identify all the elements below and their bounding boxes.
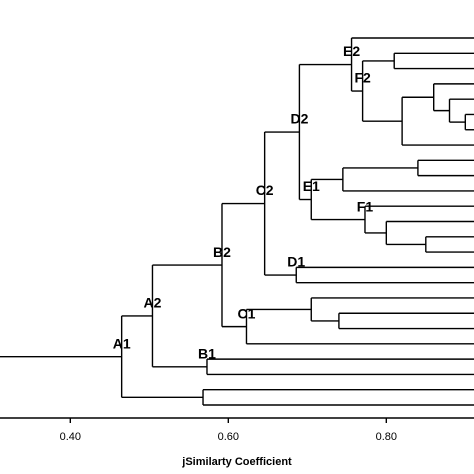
x-tick-label: 0.80 xyxy=(376,431,397,443)
node-label: C1 xyxy=(238,305,256,321)
node-label: D2 xyxy=(290,111,308,127)
node-label: A1 xyxy=(113,335,131,351)
x-tick-label: 0.40 xyxy=(60,431,81,443)
node-label: D1 xyxy=(287,254,305,270)
node-label: B1 xyxy=(198,345,216,361)
node-label: F1 xyxy=(357,198,374,214)
node-label: E1 xyxy=(303,178,320,194)
node-label: C2 xyxy=(256,182,274,198)
node-label: B2 xyxy=(213,244,231,260)
node-label: F2 xyxy=(354,70,371,86)
node-label: E2 xyxy=(343,43,360,59)
x-axis-title: jSimilarty Coefficient xyxy=(181,456,292,468)
node-label: A2 xyxy=(144,295,162,311)
x-tick-label: 0.60 xyxy=(218,431,239,443)
